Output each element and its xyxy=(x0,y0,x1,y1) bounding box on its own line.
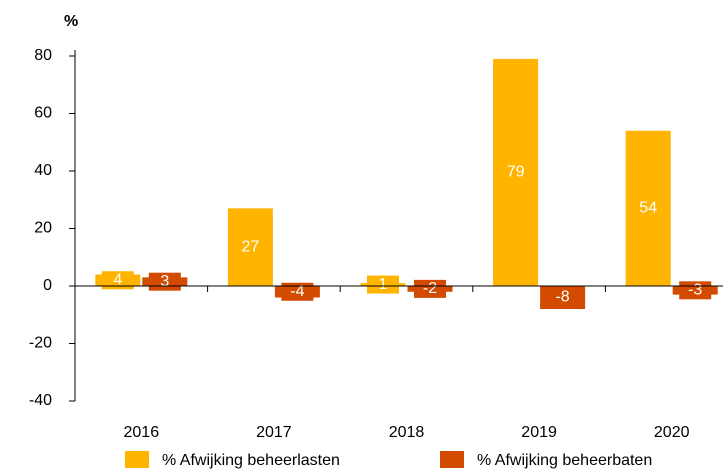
bar xyxy=(625,130,671,286)
data-label: 1 xyxy=(379,276,388,293)
data-label: 3 xyxy=(160,273,169,290)
x-tick-label: 2016 xyxy=(124,424,160,441)
bar xyxy=(227,208,273,286)
data-label: 4 xyxy=(113,271,122,288)
legend-label: % Afwijking beheerbaten xyxy=(477,452,652,469)
data-label: 79 xyxy=(507,164,525,181)
data-label: -3 xyxy=(688,282,702,299)
y-tick-label: 60 xyxy=(34,105,52,122)
data-label: -2 xyxy=(423,280,437,297)
label-bg xyxy=(414,279,446,298)
legend-label: % Afwijking beheerlasten xyxy=(162,452,340,469)
y-tick-label: -20 xyxy=(29,335,52,352)
data-label: -8 xyxy=(555,289,569,306)
x-tick-label: 2019 xyxy=(521,424,557,441)
label-bg xyxy=(101,271,134,290)
bar xyxy=(493,58,539,286)
y-tick-label: 20 xyxy=(34,220,52,237)
y-tick-label: 80 xyxy=(34,47,52,64)
data-label: 54 xyxy=(639,200,657,217)
label-bg xyxy=(367,275,399,294)
data-label: 27 xyxy=(242,238,260,255)
y-tick-label: -40 xyxy=(29,392,52,409)
legend-swatch xyxy=(440,451,464,468)
y-tick-label: 0 xyxy=(43,277,52,294)
y-tick-label: 40 xyxy=(34,162,52,179)
x-tick-label: 2018 xyxy=(389,424,425,441)
x-tick-label: 2020 xyxy=(654,424,690,441)
x-tick-label: 2017 xyxy=(256,424,292,441)
y-axis-label: % xyxy=(64,13,78,30)
bar xyxy=(540,286,586,309)
data-label: -4 xyxy=(290,283,304,300)
legend-swatch xyxy=(125,451,149,468)
label-bg xyxy=(281,282,314,301)
